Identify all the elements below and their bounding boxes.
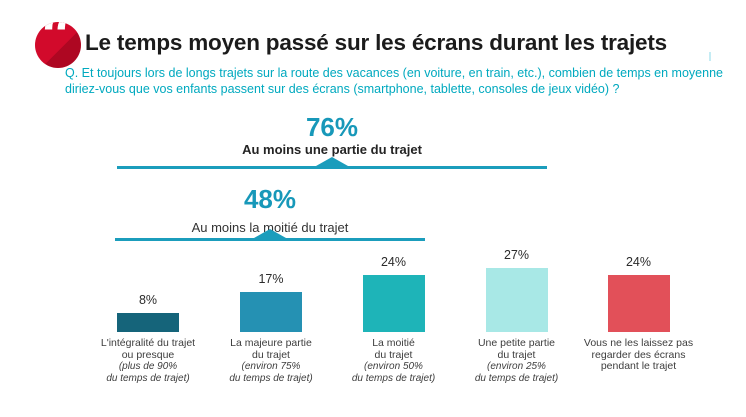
bar-value-label: 8% [138,293,158,307]
category-note-line: (plus de 90% [118,361,178,372]
annotation-76-pointer-icon [316,157,348,166]
category-note-line: du temps de trajet) [351,372,436,384]
category-line: Une petite partie [477,337,556,349]
category-line: ou presque [121,348,175,361]
category-line: du trajet [497,348,536,361]
question-text: Q. Et toujours lors de longs trajets sur… [65,66,743,97]
category-line: du trajet [252,348,290,361]
category-note-line: du temps de trajet) [229,372,313,384]
category-note-line: (environ 75% [241,361,301,372]
bar-value-label: 24% [380,255,407,269]
annotation-76-label: Au moins une partie du trajet [242,142,422,157]
bar [117,313,179,332]
bar-value-label: 17% [258,272,284,286]
bar-category-label: Une petite partie du trajet (environ 25% du… [449,337,585,384]
bar-category-label: Vous ne les laissez pas regarder des écra… [571,337,707,373]
category-note-line: du temps de trajet) [474,372,559,384]
category-note-line: (environ 25% [487,361,546,372]
bar [485,268,548,332]
bar [240,292,302,332]
annotation-48-label: Au moins la moitié du trajet [191,220,349,235]
bar-value-label: 27% [503,248,530,262]
bar-category-label: La moitié du trajet (environ 50% du temps d… [326,337,462,384]
bar-category-label: La majeure partie du trajet (environ 75% du… [203,337,339,384]
page-title: Le temps moyen passé sur les écrans dura… [85,30,667,55]
category-line: du trajet [374,348,413,361]
category-line: pendant le trajet [600,360,677,372]
bar-value-label: 24% [625,255,652,269]
category-line: L'intégralité du trajet [100,337,196,349]
bar [607,275,670,332]
category-note-line: du temps de trajet) [106,372,190,384]
question-line-1: Q. Et toujours lors de longs trajets sur… [65,66,723,80]
category-line: Vous ne les laissez pas [583,337,694,349]
question-line-2: diriez-vous que vos enfants passent sur … [65,81,620,96]
annotation-76-line [117,166,547,169]
annotation-48-line [115,238,425,241]
annotation-48-pointer-icon [254,229,286,238]
quote-icon: “ [35,22,81,68]
annotation-76-value: 76% [305,112,359,142]
bar-category-label: L'intégralité du trajet ou presque (plus d… [80,337,216,384]
category-note-line: (environ 50% [364,361,423,372]
category-line: La moitié [372,337,415,349]
category-line: La majeure partie [230,337,312,349]
stray-mark [709,52,711,61]
annotation-48-value: 48% [243,184,297,214]
bar [362,275,425,332]
quote-glyph: “ [41,22,74,68]
category-line: regarder des écrans [591,348,686,361]
